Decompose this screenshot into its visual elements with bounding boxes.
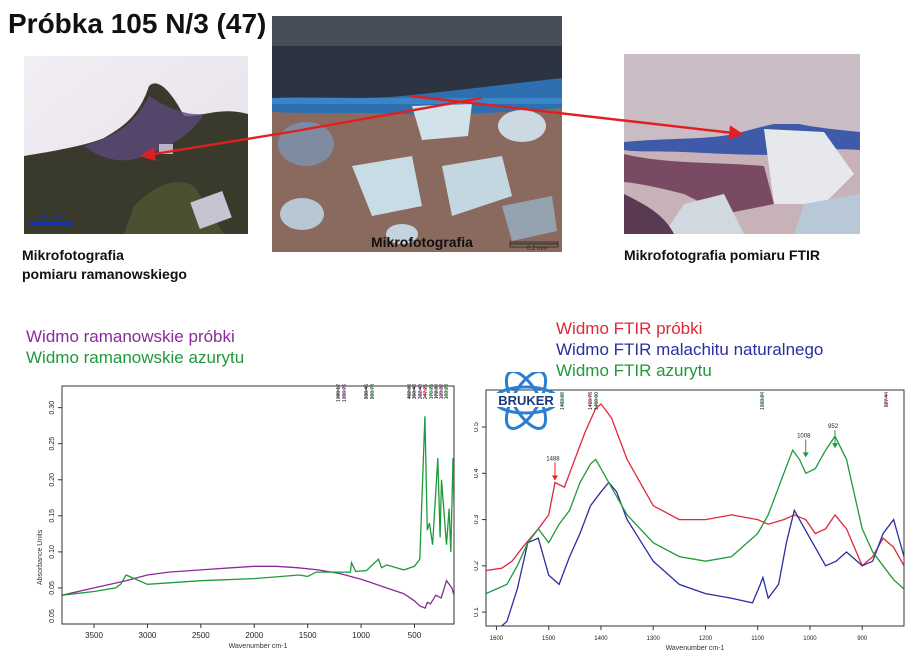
ftir-caption: Mikrofotografia pomiaru FTIR xyxy=(624,247,820,263)
x-tick-label: 2500 xyxy=(192,631,210,640)
peak-annotation: 1488 xyxy=(546,457,560,463)
y-tick-label: 0.3 xyxy=(474,515,480,525)
raman-caption: Mikrofotografia pomiaru ramanowskiego xyxy=(22,246,187,284)
x-tick-label: 1000 xyxy=(803,636,817,642)
raman-legend-sample: Widmo ramanowskie próbki xyxy=(26,327,235,346)
raman-scalebar: 50 µm xyxy=(38,212,63,222)
ftir-legend-sample: Widmo FTIR próbki xyxy=(556,319,703,338)
annotation-arrowhead xyxy=(551,475,558,481)
raman-caption-line1: Mikrofotografia xyxy=(22,247,124,263)
x-axis-label: Wavenumber cm-1 xyxy=(229,643,288,650)
peak-annotation: 1008 xyxy=(797,433,811,439)
x-tick-label: 3000 xyxy=(139,631,157,640)
x-axis-label: Wavenumber cm-1 xyxy=(666,645,725,652)
peak-label: 1400.00 xyxy=(594,392,600,410)
y-tick-label: 0.4 xyxy=(474,468,480,478)
y-tick-label: 0.5 xyxy=(474,422,480,432)
peak-annotation: 952 xyxy=(828,424,839,430)
x-tick-label: 1200 xyxy=(699,636,713,642)
ftir-micrograph xyxy=(624,54,860,234)
peak-label: 1096.76 xyxy=(342,384,348,402)
annotation-arrowhead xyxy=(832,443,839,449)
peak-label: 247.25 xyxy=(423,384,429,400)
raman-legend: Widmo ramanowskie próbki Widmo ramanowsk… xyxy=(26,326,244,368)
arrow-center-link xyxy=(289,96,483,134)
ftir-legend-malachite: Widmo FTIR malachitu naturalnego xyxy=(556,340,824,359)
ftir-legend-azurite: Widmo FTIR azurytu xyxy=(556,361,712,380)
logo-bg xyxy=(492,393,560,407)
x-tick-label: 1400 xyxy=(594,636,608,642)
peak-label: 838.45 xyxy=(364,384,370,400)
y-axis-label: Absorbance Units xyxy=(37,529,44,585)
photo-arrows xyxy=(140,94,744,162)
peak-label: 1088.12 xyxy=(336,384,342,402)
peak-label: 176.25 xyxy=(429,384,435,400)
peak-label: 808.78 xyxy=(370,384,376,400)
y-tick-label: 0.30 xyxy=(49,401,56,415)
center-scalebar: 0.2 mm xyxy=(527,246,547,252)
x-tick-label: 2000 xyxy=(245,631,263,640)
y-tick-label: 0.15 xyxy=(49,509,56,523)
x-tick-label: 1600 xyxy=(490,636,504,642)
peak-label: 827.44 xyxy=(884,392,890,408)
y-tick-label-bottom: 0.05 xyxy=(49,609,56,623)
series-line-0 xyxy=(62,565,454,609)
peak-label: 1410.78 xyxy=(588,392,594,410)
plot-frame xyxy=(61,385,455,625)
x-tick-label: 900 xyxy=(857,636,868,642)
peak-label: 360.48 xyxy=(412,384,418,400)
peak-label: 1483.08 xyxy=(560,392,566,410)
peak-label: 103.28 xyxy=(444,384,450,400)
x-tick-label: 1500 xyxy=(299,631,317,640)
page-title: Próbka 105 N/3 (47) xyxy=(8,8,267,39)
y-tick-label: 0.2 xyxy=(474,561,480,571)
annotation-arrowhead xyxy=(802,452,809,458)
peak-label: 282.40 xyxy=(418,384,424,400)
y-tick-label: 0.10 xyxy=(49,545,56,559)
arrow-to-ftir xyxy=(409,94,744,140)
peak-label: 139.32 xyxy=(439,384,445,400)
center-caption: Mikrofotografia xyxy=(371,234,473,250)
bruker-logo: BRUKER xyxy=(492,372,560,430)
x-tick-label: 1500 xyxy=(542,636,556,642)
ftir-legend: Widmo FTIR próbki Widmo FTIR malachitu n… xyxy=(556,318,823,381)
raman-legend-azurite: Widmo ramanowskie azurytu xyxy=(26,348,245,367)
series-line-2 xyxy=(486,435,904,595)
arrow-to-raman xyxy=(140,130,291,162)
y-tick-label: 0.20 xyxy=(49,473,56,487)
raman-chart: 3500 3000 2500 2000 1500 1000 500 Wavenumber cm… xyxy=(37,384,455,650)
series-line-1 xyxy=(62,416,454,596)
x-tick-label: 3500 xyxy=(85,631,103,640)
peak-label: 1033.24 xyxy=(760,392,766,410)
series-line-1 xyxy=(500,481,904,626)
plot-frame xyxy=(485,389,905,627)
peak-label: 172.30 xyxy=(434,384,440,400)
series-line-0 xyxy=(486,402,904,572)
ftir-chart: 1600 1500 1400 1300 1200 1100 1000 900 Wavenumbe… xyxy=(474,372,905,652)
bruker-logo-text: BRUKER xyxy=(498,393,554,408)
x-tick-label: 500 xyxy=(408,631,422,640)
y-tick-label: 0.05 xyxy=(49,581,56,595)
y-tick-label: 0.25 xyxy=(49,437,56,451)
raman-caption-line2: pomiaru ramanowskiego xyxy=(22,266,187,282)
x-tick-label: 1100 xyxy=(751,636,765,642)
x-tick-label: 1000 xyxy=(352,631,370,640)
peak-label: 402.03 xyxy=(407,384,413,400)
x-tick-label: 1300 xyxy=(647,636,661,642)
y-tick-label: 0.1 xyxy=(474,607,480,617)
